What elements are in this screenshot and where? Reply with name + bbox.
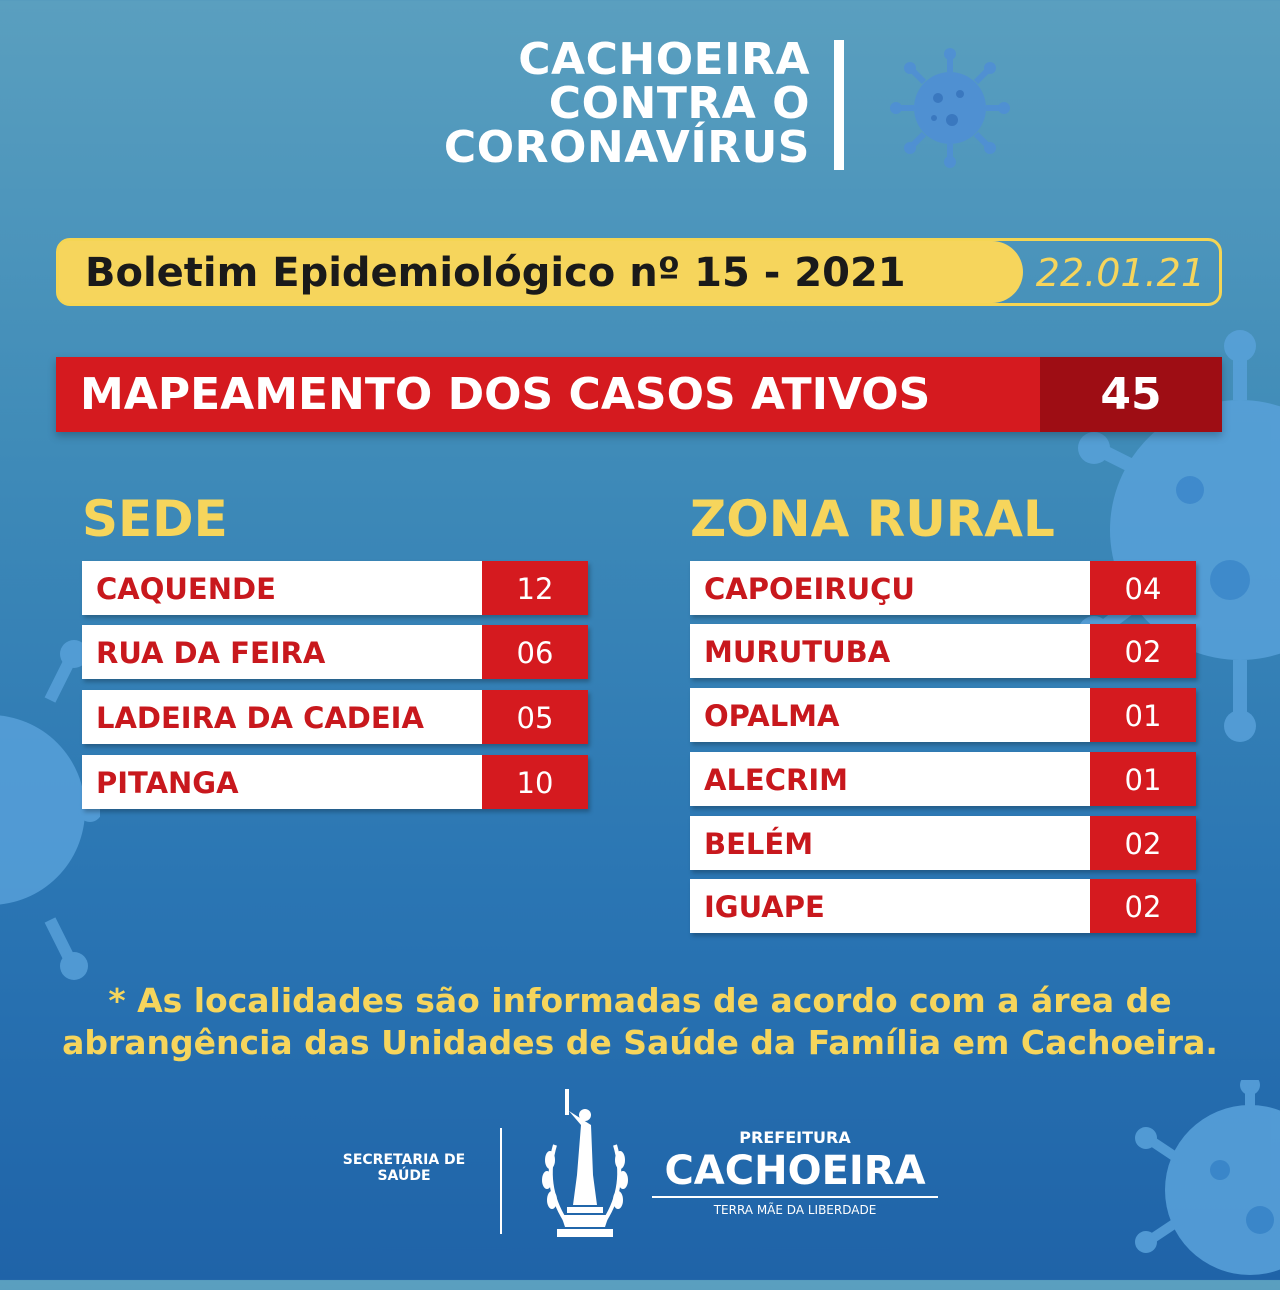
location-name: MURUTUBA: [704, 635, 891, 669]
zona-rural-row: BELÉM 02: [690, 816, 1196, 870]
virus-icon: [1135, 1080, 1280, 1275]
secretaria-line-2: SAÚDE: [377, 1168, 431, 1184]
location-name: OPALMA: [704, 699, 840, 733]
secretaria-logo: SECRETARIA DE SAÚDE: [330, 1152, 478, 1184]
virus-icon: [890, 48, 1010, 168]
sede-row: PITANGA 10: [82, 755, 588, 809]
location-name: PITANGA: [96, 766, 239, 800]
sede-row: RUA DA FEIRA 06: [82, 625, 588, 679]
case-count: 10: [482, 755, 588, 809]
footer-divider: [500, 1128, 502, 1234]
virus-icon: [0, 640, 100, 980]
location-name: IGUAPE: [704, 890, 825, 924]
case-count: 02: [1090, 624, 1196, 678]
zona-rural-row: IGUAPE 02: [690, 879, 1196, 933]
zona-rural-row: MURUTUBA 02: [690, 624, 1196, 678]
prefeitura-underline: [652, 1196, 938, 1198]
active-cases-total: 45: [1040, 357, 1222, 432]
prefeitura-name: CACHOEIRA: [664, 1148, 926, 1194]
sede-row: CAQUENDE 12: [82, 561, 588, 615]
location-name: CAPOEIRUÇU: [704, 572, 915, 606]
zona-rural-row: ALECRIM 01: [690, 752, 1196, 806]
zona-rural-row: CAPOEIRUÇU 04: [690, 561, 1196, 615]
active-cases-banner: MAPEAMENTO DOS CASOS ATIVOS 45: [56, 357, 1222, 432]
prefeitura-tagline: TERRA MÃE DA LIBERDADE: [713, 1203, 877, 1217]
footnote-line-2: abrangência das Unidades de Saúde da Fam…: [62, 1023, 1218, 1062]
case-count: 02: [1090, 816, 1196, 870]
bulletin-banner: Boletim Epidemiológico nº 15 - 2021 22.0…: [56, 238, 1222, 306]
active-cases-label: MAPEAMENTO DOS CASOS ATIVOS: [80, 369, 931, 420]
case-count: 02: [1090, 879, 1196, 933]
location-name: LADEIRA DA CADEIA: [96, 701, 424, 735]
title-line-3: CORONAVÍRUS: [443, 122, 810, 173]
bulletin-label: Boletim Epidemiológico nº 15 - 2021: [85, 250, 906, 296]
zona-rural-row: OPALMA 01: [690, 688, 1196, 742]
case-count: 12: [482, 561, 588, 615]
footnote-line-1: * As localidades são informadas de acord…: [108, 981, 1172, 1020]
footnote: * As localidades são informadas de acord…: [0, 980, 1280, 1064]
secretaria-line-1: SECRETARIA DE: [342, 1152, 466, 1168]
case-count: 05: [482, 690, 588, 744]
case-count: 01: [1090, 752, 1196, 806]
sede-row: LADEIRA DA CADEIA 05: [82, 690, 588, 744]
liberty-statue-emblem-icon: [542, 1089, 628, 1237]
location-name: ALECRIM: [704, 763, 848, 797]
location-name: CAQUENDE: [96, 572, 276, 606]
title-line-1: CACHOEIRA: [518, 34, 810, 85]
location-name: RUA DA FEIRA: [96, 636, 326, 670]
case-count: 01: [1090, 688, 1196, 742]
bulletin-date: 22.01.21: [1035, 251, 1205, 295]
sede-title: SEDE: [82, 490, 228, 548]
bulletin-label-background: [59, 241, 1023, 303]
prefeitura-label: PREFEITURA: [739, 1128, 851, 1147]
campaign-title: CACHOEIRA CONTRA O CORONAVÍRUS: [420, 38, 810, 170]
title-line-2: CONTRA O: [548, 78, 810, 129]
case-count: 06: [482, 625, 588, 679]
location-name: BELÉM: [704, 827, 814, 861]
zona-rural-title: ZONA RURAL: [690, 490, 1055, 548]
title-divider: [834, 40, 844, 170]
case-count: 04: [1090, 561, 1196, 615]
